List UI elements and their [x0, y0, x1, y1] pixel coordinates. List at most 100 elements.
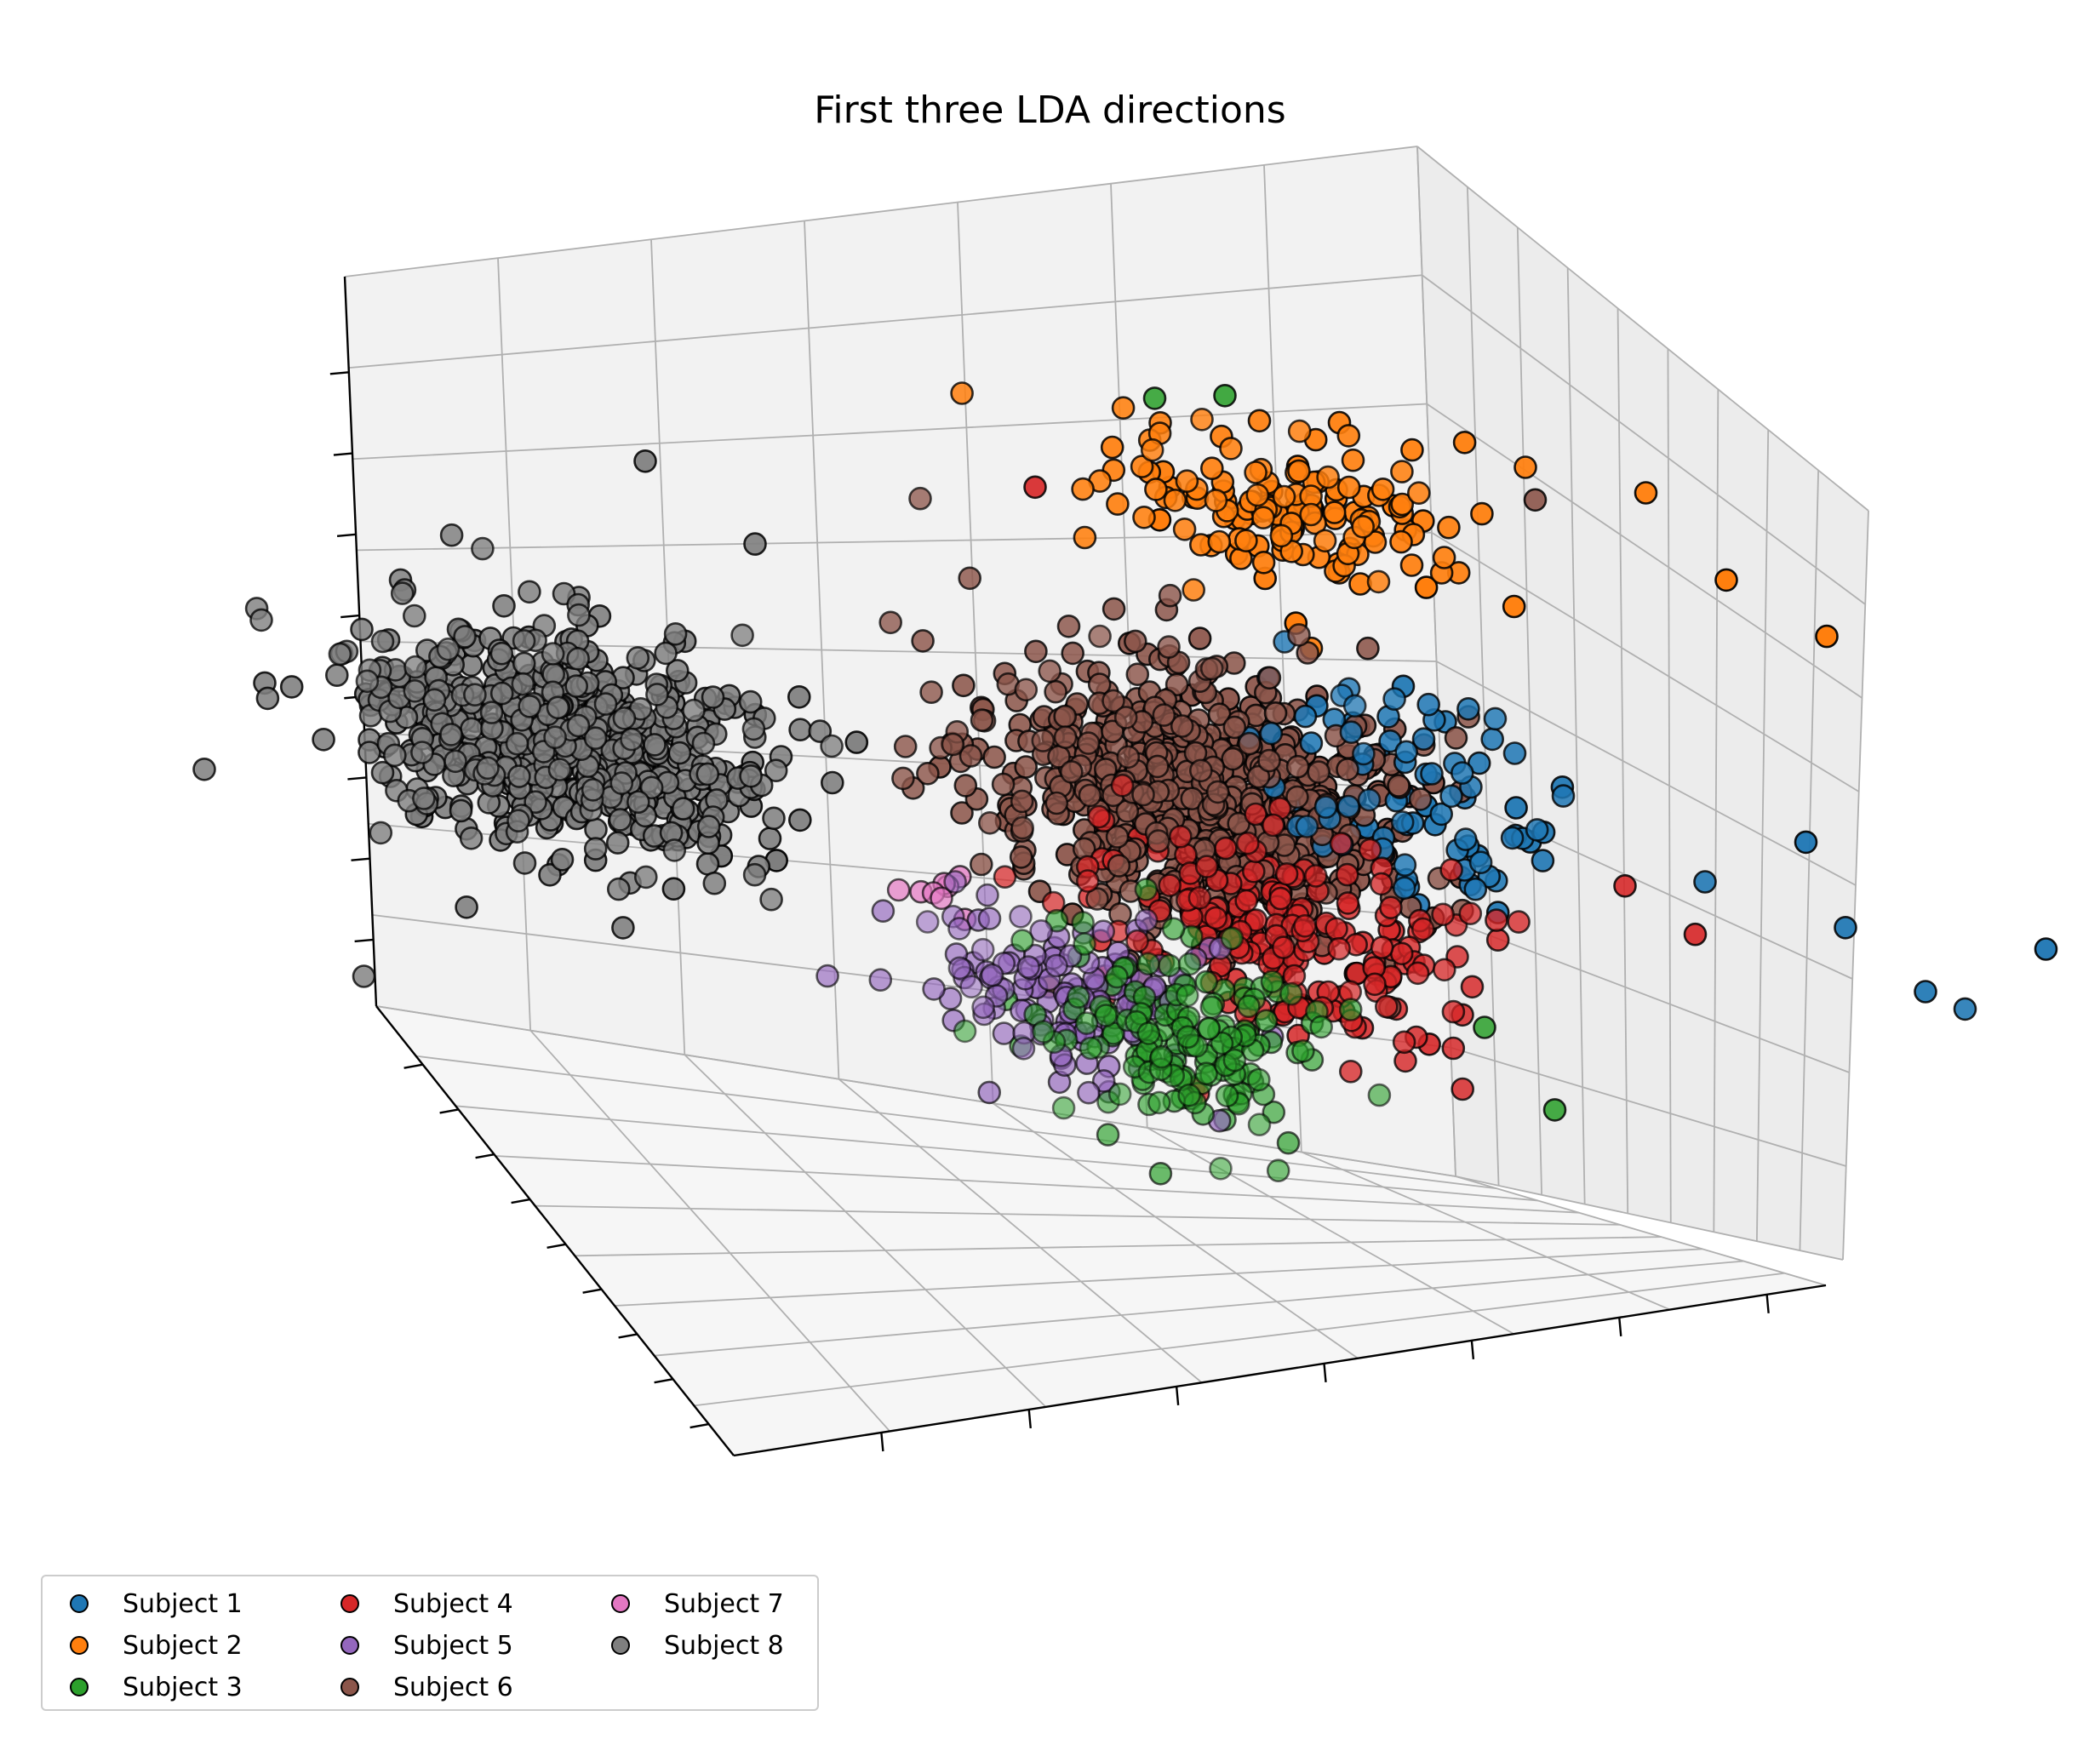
scatter-point — [1414, 575, 1439, 599]
scatter-point — [868, 968, 893, 992]
scatter-point — [1463, 877, 1488, 901]
scatter-point — [971, 995, 995, 1020]
scatter-point — [667, 741, 692, 765]
scatter-point — [1158, 953, 1182, 978]
scatter-point — [1531, 849, 1555, 872]
scatter-point — [930, 886, 953, 911]
scatter-point — [980, 963, 1004, 987]
scatter-point — [695, 852, 720, 876]
scatter-point — [1247, 1067, 1271, 1092]
scatter-point — [1299, 502, 1323, 527]
scatter-point — [1189, 758, 1213, 783]
scatter-point — [1439, 858, 1463, 882]
scatter-point — [1392, 1030, 1416, 1055]
legend-marker — [70, 1594, 89, 1613]
scatter-point — [1023, 475, 1047, 500]
scatter-point — [312, 727, 335, 752]
z-axis-line — [343, 276, 378, 1007]
scatter-point — [1336, 475, 1361, 500]
y-tick — [582, 1288, 602, 1294]
scatter-point — [489, 681, 514, 706]
scatter-point — [1293, 704, 1318, 729]
scatter-point — [1147, 829, 1170, 853]
grid-line — [495, 1155, 1580, 1214]
scatter-point — [1392, 876, 1416, 901]
scatter-point — [1148, 1162, 1173, 1186]
scatter-point — [1358, 838, 1382, 862]
scatter-point — [633, 449, 657, 473]
scatter-point — [701, 685, 725, 709]
scatter-point — [1336, 424, 1361, 448]
scatter-point — [743, 532, 767, 556]
scatter-point — [941, 732, 965, 757]
scatter-point — [492, 593, 516, 618]
scatter-point — [1460, 975, 1485, 999]
scatter-point — [1953, 997, 1977, 1021]
scatter-point — [1357, 787, 1382, 812]
scatter-point — [958, 566, 981, 591]
scatter-point — [1158, 873, 1182, 897]
scatter-point — [410, 741, 434, 764]
scatter-point — [958, 744, 983, 768]
scatter-point — [350, 617, 374, 642]
scatter-point — [1010, 929, 1034, 952]
scatter-point — [279, 675, 304, 699]
scatter-point — [787, 684, 811, 709]
scatter-point — [953, 1019, 977, 1044]
scatter-point — [620, 727, 644, 752]
scatter-point — [606, 877, 631, 901]
scatter-point — [507, 764, 531, 788]
legend-label: Subject 7 — [664, 1588, 784, 1619]
scatter-point — [567, 603, 591, 627]
scatter-point — [695, 762, 720, 787]
scatter-point — [1219, 437, 1243, 460]
scatter-point — [893, 735, 918, 758]
scatter-point — [1161, 917, 1186, 941]
right-pane — [1417, 146, 1868, 1260]
scatter-point — [1257, 666, 1282, 690]
scatter-point — [1101, 719, 1124, 744]
scatter-point — [1378, 729, 1402, 753]
scatter-point — [1101, 689, 1125, 713]
scatter-point — [1247, 1113, 1272, 1136]
scatter-point — [1400, 438, 1424, 462]
scatter-point — [739, 764, 763, 788]
y-tick — [618, 1333, 638, 1339]
scatter-point — [738, 689, 763, 714]
scatter-point — [1197, 1016, 1222, 1041]
scatter-point — [538, 863, 562, 887]
scatter-point — [543, 725, 567, 750]
grid-line — [344, 146, 1418, 277]
scatter-point — [820, 770, 844, 795]
scatter-point — [1140, 438, 1164, 462]
scatter-point — [328, 642, 352, 666]
scatter-point — [1215, 1084, 1239, 1108]
scatter-point — [352, 964, 376, 988]
scatter-point — [1390, 492, 1414, 517]
scatter-point — [1336, 758, 1359, 781]
scatter-point — [1369, 872, 1393, 896]
scatter-point — [1087, 804, 1111, 829]
scatter-point — [1136, 952, 1160, 976]
scatter-point — [476, 756, 500, 781]
scatter-point — [1199, 995, 1224, 1020]
scatter-point — [505, 731, 529, 756]
x-tick — [1765, 1294, 1770, 1313]
scatter-point — [1187, 626, 1212, 650]
scatter-point — [1238, 731, 1262, 756]
scatter-point — [1142, 386, 1167, 410]
grid-line — [352, 403, 1428, 460]
scatter-point — [1077, 1080, 1101, 1105]
scatter-point — [1221, 747, 1245, 771]
scatter-point — [908, 486, 932, 511]
scatter-point — [1244, 908, 1268, 932]
scatter-point — [1060, 760, 1084, 784]
scatter-point — [1051, 1095, 1076, 1120]
scatter-point — [1190, 407, 1214, 432]
grid-line — [375, 1005, 1456, 1177]
scatter-point — [1285, 754, 1310, 779]
scatter-point — [390, 581, 415, 605]
scatter-point — [1111, 396, 1136, 420]
y-axis-line — [375, 1005, 735, 1456]
